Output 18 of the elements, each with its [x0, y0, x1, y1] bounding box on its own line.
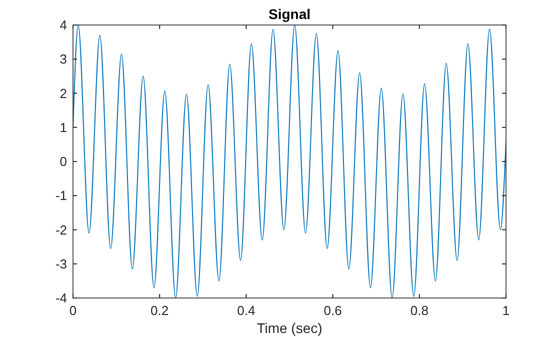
- x-tick-label: 0.2: [150, 303, 169, 318]
- line-series: [73, 24, 506, 298]
- x-tick-label: 0.6: [324, 303, 342, 318]
- y-tick-label: 4: [60, 18, 67, 32]
- y-tick-label: -1: [55, 188, 67, 204]
- y-tick-label: 0: [60, 154, 67, 169]
- y-tick-label: 3: [60, 52, 67, 67]
- y-tick-label: 2: [60, 86, 67, 101]
- x-tick-label: 1: [502, 303, 510, 318]
- y-tick-label: -4: [55, 290, 67, 306]
- x-axis-title: Time (sec): [256, 320, 322, 336]
- y-tick-label: -3: [55, 256, 67, 272]
- x-tick-label: 0.8: [410, 303, 428, 318]
- y-tick-label: -2: [55, 222, 67, 238]
- x-tick-label: 0.4: [237, 303, 256, 318]
- y-tick-label: 1: [60, 120, 67, 135]
- chart-title: Signal: [268, 6, 311, 22]
- x-tick-label: 0: [69, 303, 77, 318]
